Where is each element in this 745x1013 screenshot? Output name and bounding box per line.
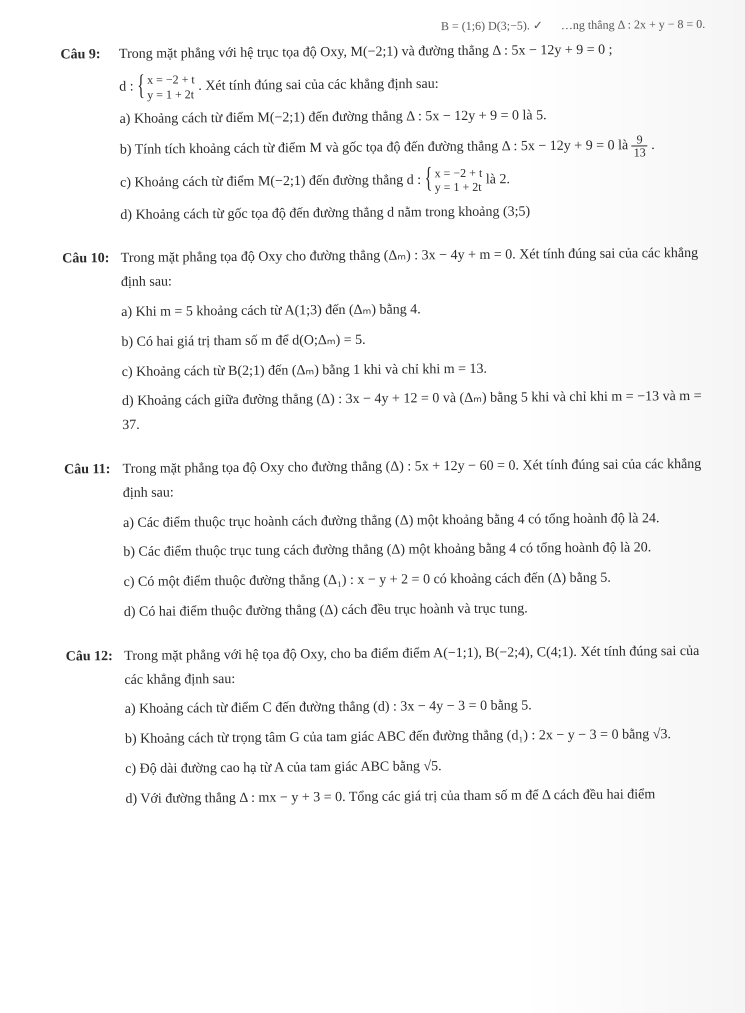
- d-prefix: d :: [119, 80, 137, 95]
- d-suffix: . Xét tính đúng sai của các khẳng định s…: [198, 77, 438, 94]
- parametric-system-c: x = −2 + t y = 1 + 2t: [425, 166, 483, 195]
- option-c-post: là 2.: [486, 172, 510, 187]
- question-12: Câu 12: Trong mặt phẳng với hệ tọa độ Ox…: [66, 639, 722, 817]
- page-top-fragment: B = (1;6) D(3;−5). ✓ …ng thẳng Δ : 2x + …: [60, 14, 715, 40]
- question-stem: Trong mặt phẳng với hệ tọa độ Oxy, cho b…: [124, 640, 709, 693]
- fragment-left: B = (1;6) D(3;−5). ✓: [441, 18, 543, 33]
- question-stem-line1: Trong mặt phẳng với hệ trục tọa độ Oxy, …: [119, 38, 704, 67]
- option-c-pre: c) Khoảng cách từ điểm M(−2;1) đến đường…: [120, 173, 425, 191]
- sys-c-line-1: x = −2 + t: [435, 166, 483, 181]
- option-d: d) Khoảng cách giữa đường thẳng (Δ) : 3x…: [122, 385, 707, 438]
- option-d: d) Với đường thẳng Δ : mx − y + 3 = 0. T…: [125, 783, 710, 812]
- question-11: Câu 11: Trong mặt phẳng tọa độ Oxy cho đ…: [64, 453, 720, 631]
- fragment-right: …ng thẳng Δ : 2x + y − 8 = 0.: [561, 17, 705, 32]
- option-c: c) Có một điểm thuộc đường thẳng (Δ₁) : …: [123, 566, 708, 595]
- question-9: Câu 9: Trong mặt phẳng với hệ trục tọa đ…: [60, 38, 717, 234]
- question-10: Câu 10: Trong mặt phẳng tọa độ Oxy cho đ…: [62, 242, 719, 444]
- question-stem-line2: d : x = −2 + t y = 1 + 2t . Xét tính đún…: [119, 68, 704, 102]
- option-d: d) Có hai điểm thuộc đường thẳng (Δ) các…: [124, 596, 709, 625]
- option-a: a) Khi m = 5 khoảng cách từ A(1;3) đến (…: [121, 296, 706, 325]
- question-stem: Trong mặt phẳng tọa độ Oxy cho đường thẳ…: [121, 242, 706, 295]
- option-b: b) Có hai giá trị tham số m để d(O;Δₘ) =…: [121, 326, 706, 355]
- sys-line-1: x = −2 + t: [147, 72, 195, 87]
- fraction: 9 13: [632, 133, 648, 158]
- question-label: Câu 9:: [60, 43, 115, 67]
- option-a: a) Khoảng cách từ điểm M(−2;1) đến đường…: [119, 103, 704, 132]
- option-a: a) Các điểm thuộc trục hoành cách đường …: [123, 506, 708, 535]
- fraction-den: 13: [632, 146, 648, 158]
- question-stem: Trong mặt phẳng tọa độ Oxy cho đường thẳ…: [123, 453, 708, 506]
- option-d: d) Khoảng cách từ gốc tọa độ đến đường t…: [120, 198, 705, 227]
- parametric-system: x = −2 + t y = 1 + 2t: [137, 72, 195, 101]
- option-b: b) Khoảng cách từ trọng tâm G của tam gi…: [125, 723, 710, 752]
- fraction-num: 9: [632, 133, 648, 146]
- option-c: c) Độ dài đường cao hạ từ A của tam giác…: [125, 753, 710, 782]
- option-c: c) Khoảng cách từ điểm M(−2;1) đến đường…: [120, 164, 705, 198]
- question-label: Câu 12:: [66, 645, 121, 669]
- option-b-pre: b) Tính tích khoảng cách từ điểm M và gố…: [120, 138, 632, 157]
- option-b: b) Tính tích khoảng cách từ điểm M và gố…: [120, 133, 705, 163]
- question-label: Câu 10:: [62, 247, 117, 271]
- option-a: a) Khoảng cách từ điểm C đến đường thẳng…: [125, 693, 710, 722]
- option-c: c) Khoảng cách từ B(2;1) đến (Δₘ) bằng 1…: [122, 355, 707, 384]
- question-label: Câu 11:: [64, 458, 119, 482]
- sys-c-line-2: y = 1 + 2t: [435, 180, 483, 195]
- sys-line-2: y = 1 + 2t: [147, 87, 195, 102]
- option-b: b) Các điểm thuộc trục tung cách đường t…: [123, 536, 708, 565]
- option-b-post: .: [651, 138, 655, 153]
